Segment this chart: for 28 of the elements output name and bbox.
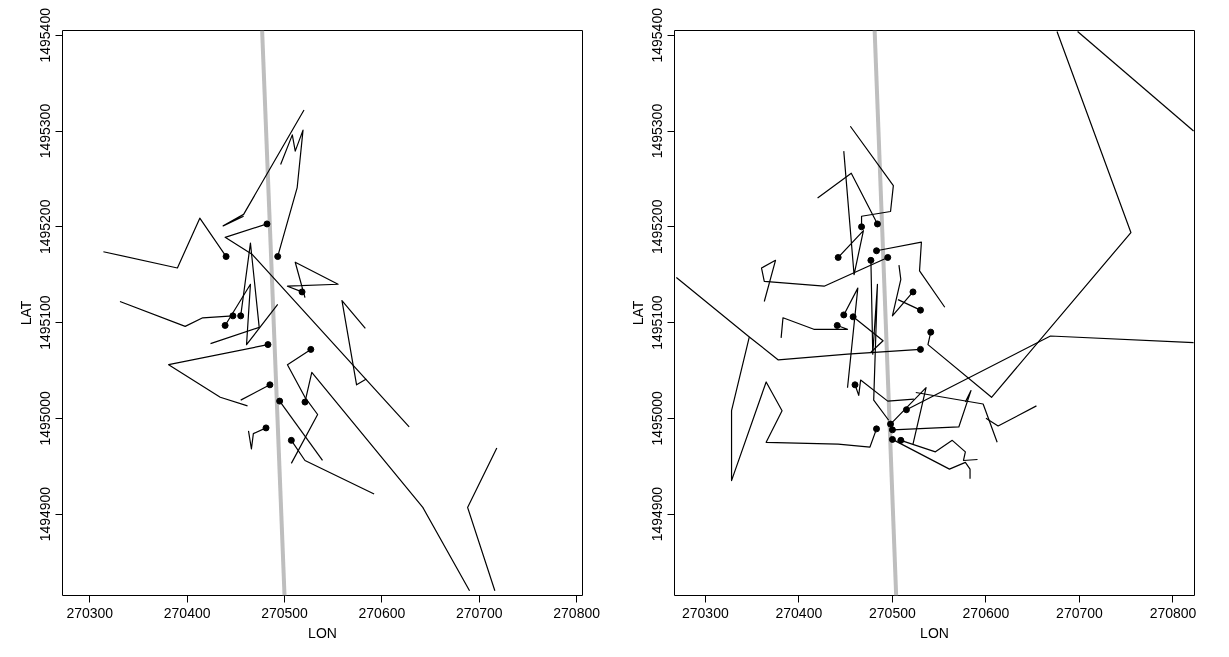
x-tick-label: 270500 (869, 604, 916, 621)
y-tick-label: 1495000 (37, 390, 54, 446)
x-tick-label: 270700 (1056, 604, 1104, 621)
y-tick-label: 1494900 (649, 486, 666, 542)
x-tick-label: 270700 (455, 604, 503, 621)
y-tick-label: 1495300 (649, 103, 666, 159)
x-tick-label: 270800 (553, 604, 601, 621)
y-tick-label: 1495200 (37, 199, 54, 255)
x-tick-label: 270300 (682, 604, 729, 621)
y-tick-label: 1495400 (649, 7, 666, 63)
y-tick-label: 1495100 (37, 295, 54, 350)
y-tick-label: 1495000 (649, 390, 666, 446)
x-tick-label: 270600 (358, 604, 406, 621)
x-tick-label: 270300 (66, 604, 114, 621)
x-tick-label: 270500 (261, 604, 309, 621)
x-tick-label: 270800 (1149, 604, 1197, 621)
y-tick-label: 1495200 (649, 199, 666, 255)
y-tick-label: 1495100 (649, 295, 666, 350)
x-tick-label: 270600 (962, 604, 1010, 621)
y-tick-label: 1495400 (37, 7, 54, 63)
y-axis-title: LAT (629, 300, 646, 326)
x-tick-label: 270400 (163, 604, 211, 621)
x-tick-label: 270400 (775, 604, 823, 621)
y-axis-title: LAT (17, 300, 34, 326)
y-tick-label: 1494900 (37, 486, 54, 542)
x-axis-title: LON (920, 624, 949, 641)
y-tick-label: 1495300 (37, 103, 54, 159)
x-axis-title: LON (308, 624, 337, 641)
